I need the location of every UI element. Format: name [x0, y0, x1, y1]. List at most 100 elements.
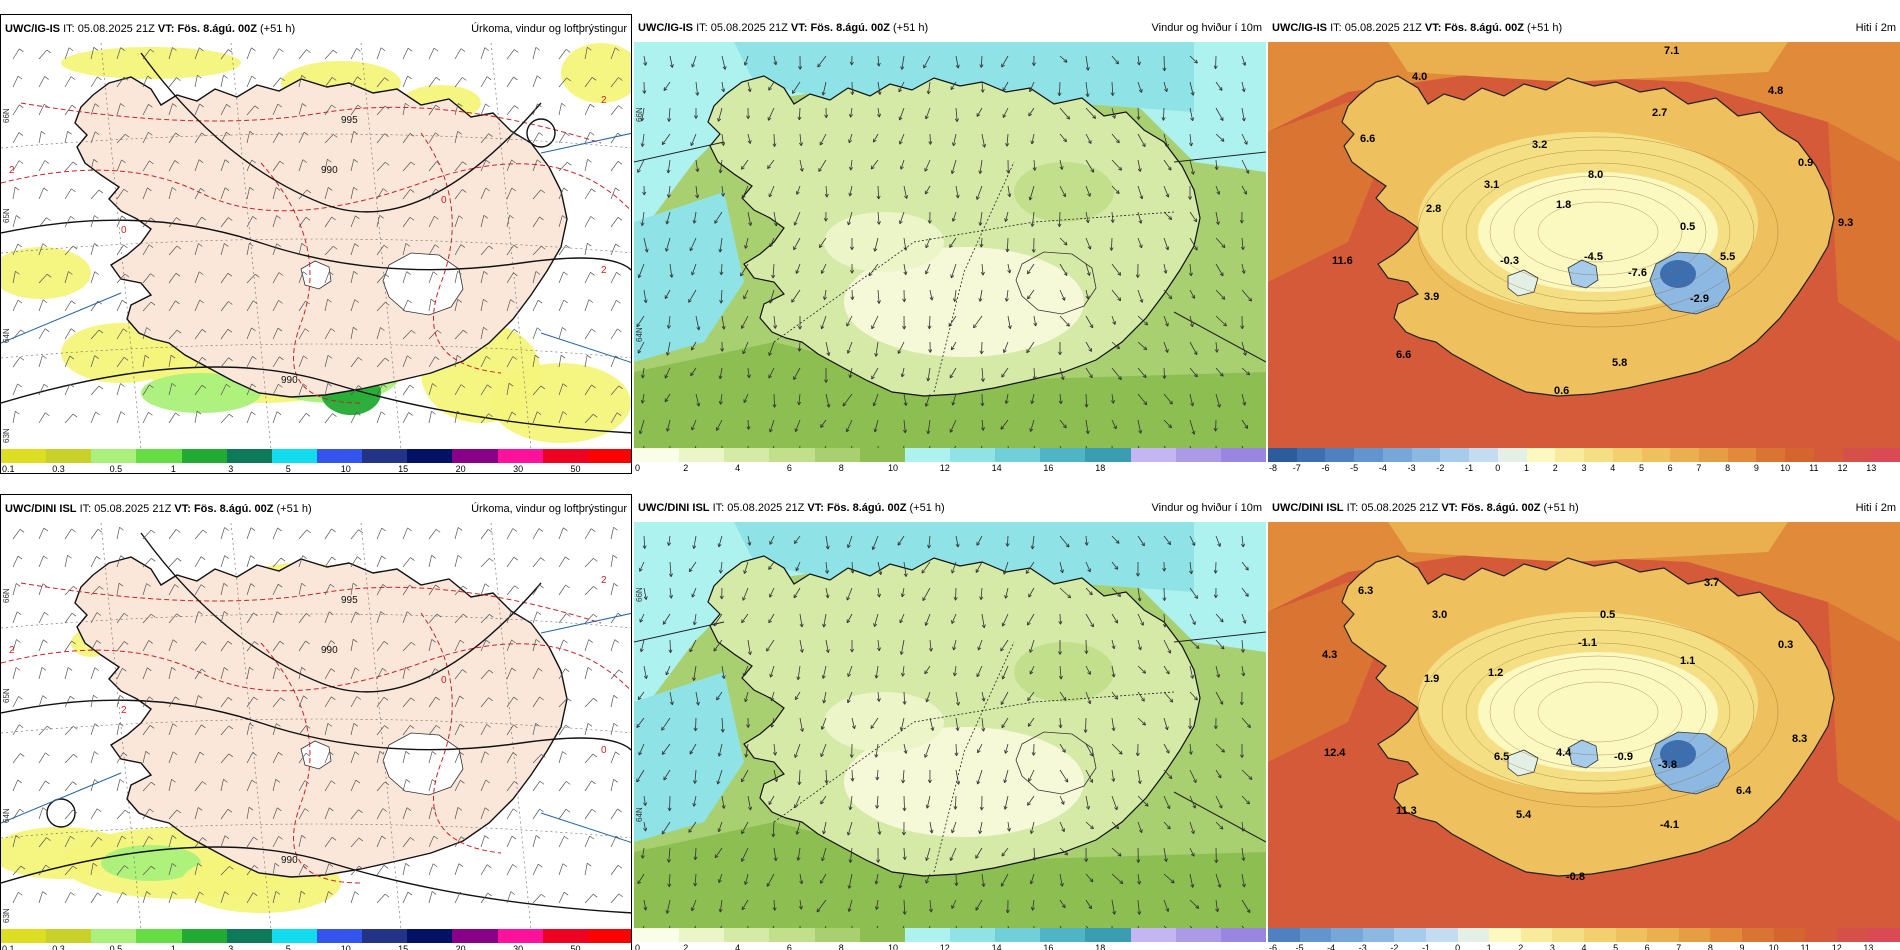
- colorbar-label: 11: [1809, 463, 1819, 473]
- colorbar-swatch: [91, 449, 137, 463]
- colorbar-swatch: [362, 929, 408, 943]
- latitude-label: 66N: [635, 587, 644, 602]
- isobars: [1, 532, 631, 914]
- colorbar-swatch: [1842, 448, 1872, 462]
- colorbar-swatch: [1756, 448, 1786, 462]
- colorbar-swatch: [1699, 448, 1728, 462]
- colorbar-swatch: [634, 448, 680, 462]
- map-label: 2: [601, 575, 607, 586]
- colorbar-swatch: [904, 928, 950, 942]
- colorbar-swatch: [769, 928, 815, 942]
- wind-arrows: [636, 55, 1252, 448]
- colorbar-label: 12: [939, 943, 950, 950]
- panel-title: Hiti í 2m: [1855, 22, 1896, 34]
- glacier: [1015, 731, 1097, 795]
- temperature-value: 3.9: [1424, 291, 1439, 303]
- colorbar-swatch: [679, 448, 725, 462]
- latitude-label: 64N: [2, 808, 11, 823]
- colorbar-swatch: [587, 929, 631, 943]
- grid-lines: [634, 621, 1266, 843]
- colorbar-label: 2: [1552, 463, 1558, 473]
- colorbar-label: 50: [570, 464, 581, 474]
- colorbar-label: 30: [513, 464, 524, 474]
- glacier-cold-core: [1660, 260, 1696, 288]
- colorbar-label: 10: [888, 943, 899, 950]
- latitude-label: 66N: [2, 108, 11, 123]
- graticule: [1, 523, 631, 929]
- model-name: UWC/DINI ISL: [638, 502, 710, 514]
- colorbar-swatch: [1520, 928, 1553, 942]
- init-time: 05.08.2025 21Z: [94, 503, 172, 515]
- map-area: 7.1 4.0 4.8 6.6 2.7 3.2 0.9 8.0 3.1 1.8 2.8 9.3 0.5 1…: [1268, 42, 1900, 448]
- temperature-value: 6.3: [1358, 585, 1373, 597]
- colorbar-swatch: [1741, 928, 1774, 942]
- colorbar-swatch: [181, 449, 227, 463]
- colorbar-label: 5: [285, 944, 291, 950]
- colorbar-swatch: [1773, 928, 1806, 942]
- colorbar-label: 8: [838, 463, 844, 473]
- colorbar-swatch: [814, 928, 860, 942]
- temperature-value: 3.0: [1432, 609, 1447, 621]
- colorbar-swatch: [226, 449, 272, 463]
- map-labels: 990 995 990 2 2 0 0 2 66N 65N 64N 63N: [2, 95, 607, 443]
- colorbar-label: 14: [991, 943, 1002, 950]
- temperature-value: -7.6: [1628, 267, 1647, 279]
- latitude-label: 64N: [635, 327, 644, 342]
- colorbar-label: 0.5: [109, 944, 123, 950]
- colorbar-label: 7: [1676, 943, 1682, 950]
- colorbar-label: 0: [1455, 943, 1461, 950]
- latitude-label: 65N: [2, 208, 11, 223]
- vt-label: VT:: [174, 503, 191, 515]
- colorbar-swatch: [407, 929, 453, 943]
- temperature-value: 1.8: [1556, 199, 1571, 211]
- colorbar-label: 5: [1638, 463, 1644, 473]
- map-area: 990 995 990 2 0 0 2 2 66N 65N 64N 63N: [1, 523, 631, 929]
- colorbar-label: 5: [285, 464, 291, 474]
- colorbar-label: 0.1: [2, 464, 15, 474]
- map-area: 66N 64N: [634, 42, 1266, 448]
- map-svg: 7.1 4.0 4.8 6.6 2.7 3.2 0.9 8.0 3.1 1.8 2.8 9.3 0.5 1…: [1268, 42, 1900, 448]
- colorbar-label: 8: [1707, 943, 1713, 950]
- temperature-value: -3.8: [1658, 759, 1677, 771]
- panel-temp-dini: UWC/DINI ISL IT: 05.08.2025 21Z VT: Fös.…: [1268, 494, 1900, 950]
- region-boundaries: [773, 161, 1175, 393]
- low-wind-areas: [824, 162, 1114, 357]
- map-label: 990: [281, 375, 298, 386]
- colorbar-label: 20: [455, 464, 466, 474]
- model-name: UWC/IG-IS: [1272, 22, 1327, 34]
- it-label: IT:: [63, 23, 75, 35]
- temperature-value: 1.1: [1680, 655, 1695, 667]
- init-time: 05.08.2025 21Z: [1344, 22, 1422, 34]
- panel-header: UWC/IG-IS IT: 05.08.2025 21Z VT: Fös. 8.…: [634, 14, 1266, 42]
- colorbar-swatch: [769, 448, 815, 462]
- colorbar-label: 15: [398, 944, 409, 950]
- colorbar-label: 6: [786, 463, 792, 473]
- colorbar-label: 1: [1524, 463, 1530, 473]
- it-label: IT:: [712, 502, 725, 514]
- panel-temp-igis: UWC/IG-IS IT: 05.08.2025 21Z VT: Fös. 8.…: [1268, 14, 1900, 474]
- colorbar-swatch: [1085, 448, 1131, 462]
- panel-title: Vindur og hviður í 10m: [1151, 22, 1262, 34]
- colorbar-label: 0.3: [52, 944, 65, 950]
- colorbar-swatch: [1584, 448, 1613, 462]
- map-label: 995: [341, 115, 358, 126]
- temperature-value: 6.6: [1396, 349, 1411, 361]
- colorbar-swatch: [1457, 928, 1490, 942]
- latitude-label: 63N: [2, 428, 11, 443]
- colorbar-label: 4: [1610, 463, 1616, 473]
- colorbar-swatch: [1175, 928, 1221, 942]
- map-label: 0: [601, 745, 607, 756]
- colorbar-label: 0: [635, 943, 641, 950]
- init-time: 05.08.2025 21Z: [727, 502, 805, 514]
- colorbar-label: 10: [340, 944, 351, 950]
- colorbar-swatch: [634, 928, 680, 942]
- colorbar-strip: [1, 929, 631, 943]
- panel-wind-dini: UWC/DINI ISL IT: 05.08.2025 21Z VT: Fös.…: [634, 494, 1266, 950]
- isobars: [1, 52, 631, 434]
- panel-header: UWC/IG-IS IT: 05.08.2025 21Z VT: Fös. 8.…: [1268, 14, 1900, 42]
- colorbar-swatch: [136, 929, 182, 943]
- temperature-value: 3.2: [1532, 139, 1547, 151]
- lead-time: (+51 h): [1543, 502, 1579, 514]
- colorbar-swatch: [724, 928, 770, 942]
- colorbar-swatch: [1868, 928, 1900, 942]
